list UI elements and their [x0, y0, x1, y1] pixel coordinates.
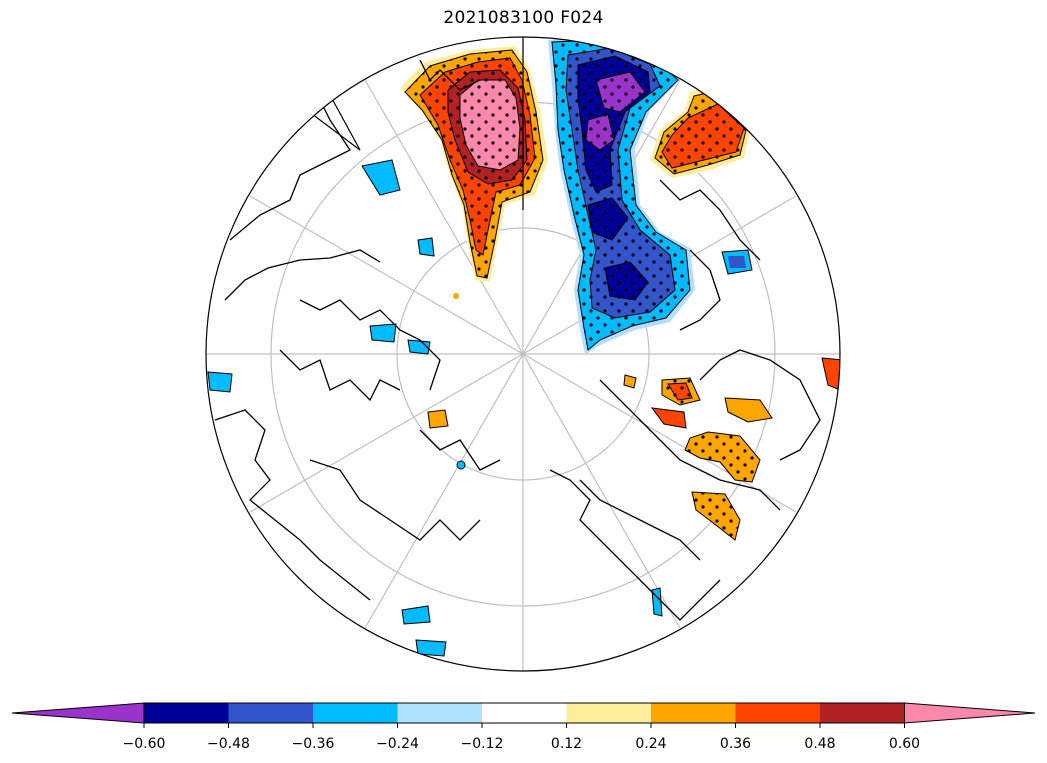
colorbar-tick-label: −0.24	[376, 736, 419, 752]
colorbar-extend-high	[904, 702, 1036, 724]
colorbar-tick-label: 0.36	[720, 736, 751, 752]
colorbar-tick-label: 0.24	[635, 736, 666, 752]
colorbar-extend-low	[11, 702, 145, 724]
colorbar-tick-label: −0.60	[123, 736, 166, 752]
colorbar-bin	[820, 703, 905, 723]
map-title: 2021083100 F024	[443, 8, 604, 28]
colorbar-tick-label: −0.12	[461, 736, 504, 752]
colorbar-bin	[651, 703, 736, 723]
anomaly-positive-north-pacific	[400, 46, 548, 282]
colorbar-tick-label: 0.60	[889, 736, 920, 752]
colorbar-bin	[482, 703, 567, 723]
anomaly-positive-europe	[427, 293, 840, 541]
colorbar-bin	[144, 703, 229, 723]
colorbar-tick-label: 0.48	[804, 736, 835, 752]
colorbar-bin	[228, 703, 313, 723]
map-boundary	[205, 36, 841, 672]
colorbar-tick-label: −0.36	[292, 736, 335, 752]
colorbar-ticks	[143, 723, 905, 728]
coastlines	[214, 59, 821, 621]
colorbar-bin	[735, 703, 820, 723]
anomaly-negative-east-siberia	[548, 37, 695, 355]
anomaly-negative-scattered	[207, 159, 753, 657]
colorbar-bin	[397, 703, 482, 723]
anomaly-positive-northeast	[650, 84, 752, 178]
colorbar-tick-label: 0.12	[551, 736, 582, 752]
colorbar-bin	[566, 703, 651, 723]
colorbar-tick-label: −0.48	[207, 736, 250, 752]
colorbar-bin	[313, 703, 398, 723]
